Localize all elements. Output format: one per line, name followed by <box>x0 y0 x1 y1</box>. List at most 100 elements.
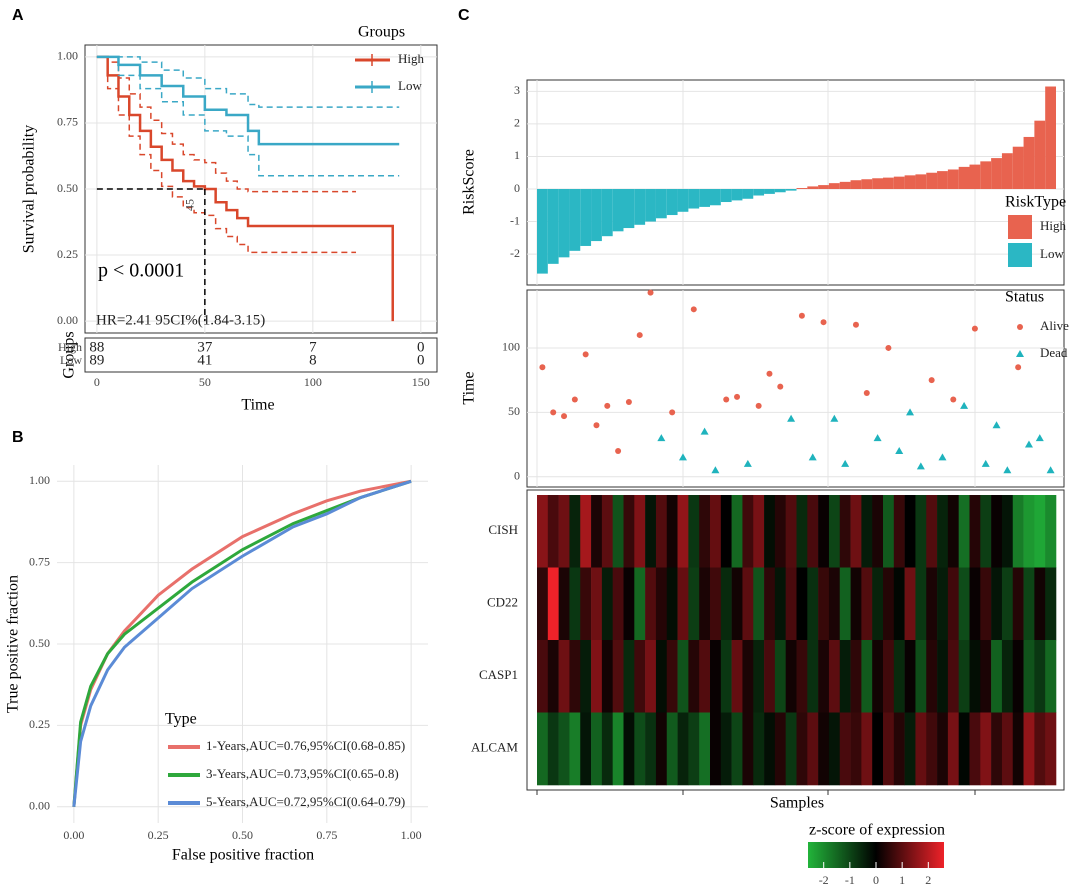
heat-cell <box>634 495 646 568</box>
bar <box>839 181 851 190</box>
heat-cell <box>991 567 1003 641</box>
legend-title: RiskType <box>1005 194 1066 211</box>
point <box>690 306 697 313</box>
ci-curve <box>96 56 400 108</box>
heat-cell <box>688 712 700 786</box>
heat-cell <box>601 640 613 713</box>
heat-cell <box>807 567 819 641</box>
bar <box>774 189 786 193</box>
heat-cell <box>883 495 895 568</box>
heat-cell <box>893 495 905 568</box>
heat-cell <box>861 712 873 786</box>
legend-swatch <box>366 81 378 93</box>
bar <box>753 189 765 196</box>
heat-cell <box>720 495 732 568</box>
bar <box>1023 136 1035 190</box>
heat-cell <box>677 495 689 568</box>
heat-cell <box>904 640 916 713</box>
bar <box>547 189 559 264</box>
heat-cell <box>937 495 949 568</box>
point <box>928 377 935 384</box>
bar <box>958 166 970 190</box>
y-tick-label: 0.00 <box>29 798 50 812</box>
point <box>539 364 546 371</box>
bar <box>688 189 700 209</box>
point <box>734 393 741 400</box>
point <box>571 396 578 403</box>
point <box>550 409 557 416</box>
point <box>863 390 870 397</box>
heat-cell <box>537 712 549 786</box>
point <box>787 414 796 422</box>
heat-cell <box>1001 712 1014 786</box>
heat-cell <box>655 640 668 713</box>
heat-cell <box>893 712 905 786</box>
heat-cell <box>1034 495 1046 568</box>
heat-cell <box>980 640 992 713</box>
heat-cell <box>958 567 970 641</box>
x-tick-label: 1.00 <box>401 828 422 842</box>
heat-cell <box>1012 495 1024 568</box>
heat-cell <box>699 567 711 641</box>
heat-cell <box>828 495 841 568</box>
x-tick-label: 0 <box>94 375 100 389</box>
bar <box>937 171 948 190</box>
y-tick-label: 0.75 <box>57 115 78 129</box>
colorbar-tick-label: 0 <box>873 873 879 887</box>
survival-curve <box>96 55 394 322</box>
y-tick-label: 0 <box>514 468 520 482</box>
heat-cell <box>904 712 916 786</box>
bar <box>807 186 819 190</box>
risk-count: 0 <box>417 352 425 368</box>
heat-cell <box>753 640 765 713</box>
legend-label: Dead <box>1040 345 1068 360</box>
heat-cell <box>1034 567 1046 641</box>
heat-cell <box>818 567 830 641</box>
y-tick-label: 1 <box>514 148 520 162</box>
survival-curve <box>96 55 400 146</box>
bar <box>818 185 829 190</box>
heat-cell <box>926 495 938 568</box>
heat-cell <box>958 712 970 786</box>
risk-count: 88 <box>89 339 104 355</box>
bar <box>591 189 602 242</box>
point <box>561 413 568 420</box>
heat-cell <box>569 712 581 786</box>
heat-cell <box>537 495 549 568</box>
heat-cell <box>731 712 743 786</box>
heat-cell <box>883 712 895 786</box>
colorbar-title: z-score of expression <box>809 822 945 839</box>
heat-cell <box>785 567 797 641</box>
point <box>1046 466 1055 474</box>
heat-cell <box>947 712 959 786</box>
point <box>647 289 654 296</box>
heat-cell <box>883 640 895 713</box>
heat-cell <box>872 640 884 713</box>
heat-cell <box>861 640 873 713</box>
heat-cell <box>764 495 776 568</box>
bar <box>883 177 894 190</box>
legend-label: 1-Years,AUC=0.76,95%CI(0.68-0.85) <box>206 738 405 753</box>
heat-cell <box>1023 640 1035 713</box>
bar <box>731 189 743 201</box>
heat-cell <box>850 567 862 641</box>
y-axis-label: True positive fraction <box>5 575 22 713</box>
heat-cell <box>623 712 635 786</box>
heat-cell <box>612 640 624 713</box>
heat-cell <box>558 567 570 641</box>
heat-cell <box>569 567 581 641</box>
legend-label: Low <box>1040 246 1064 261</box>
heat-cell <box>753 712 765 786</box>
point <box>593 422 600 429</box>
heat-cell <box>720 712 732 786</box>
y-axis-label: Groups <box>61 331 78 378</box>
heat-cell <box>1012 567 1024 641</box>
heat-cell <box>937 640 949 713</box>
legend-label: Alive <box>1040 318 1069 333</box>
bar <box>1012 146 1024 190</box>
panel-label: A <box>12 7 24 24</box>
heat-cell <box>742 712 754 786</box>
heat-cell <box>720 567 732 641</box>
heat-cell <box>569 495 581 568</box>
